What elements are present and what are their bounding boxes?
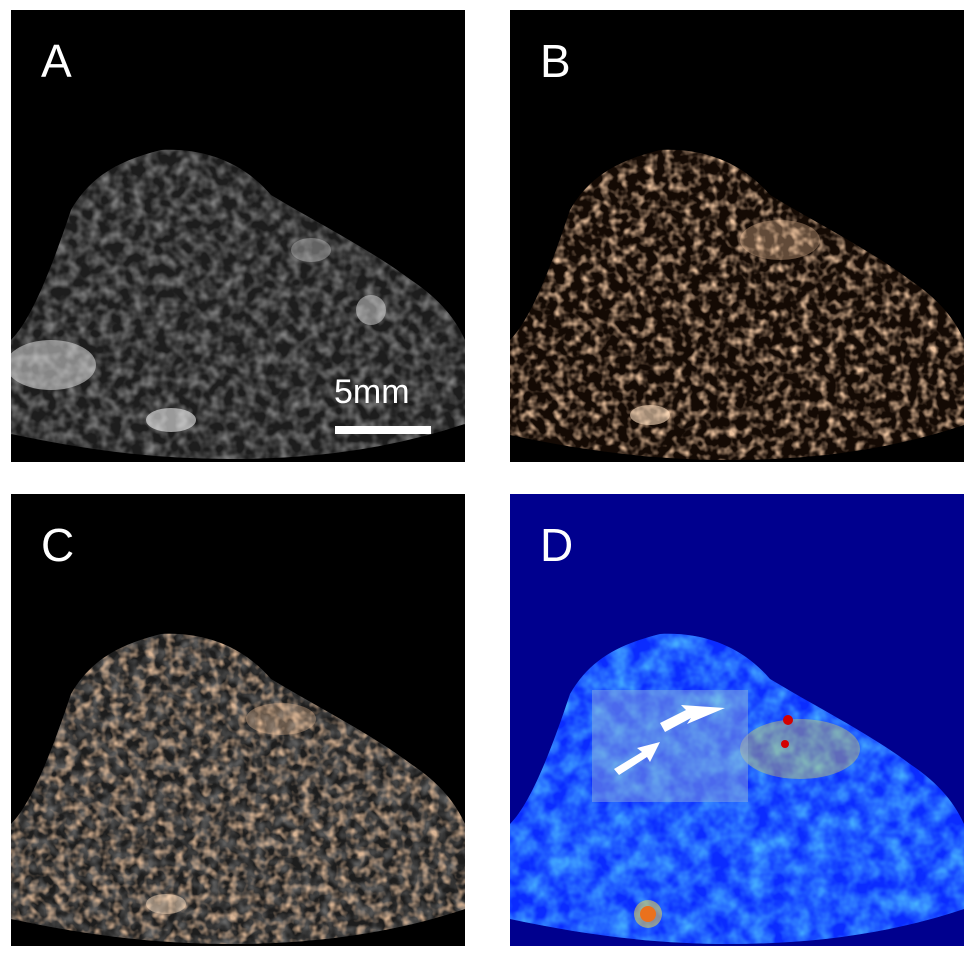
panel-b-image <box>510 10 964 462</box>
panel-d-label: D <box>540 519 574 571</box>
panel-d-image <box>510 494 964 946</box>
panel-b-label: B <box>540 35 571 87</box>
panel-c-image <box>11 494 465 946</box>
panel-d-jet: D <box>510 494 964 946</box>
highlight-box <box>592 690 748 802</box>
panel-a-grayscale: A 5mm <box>11 10 465 462</box>
panel-c-label: C <box>41 519 75 571</box>
arrow-icons <box>614 705 725 775</box>
scalebar-label: 5mm <box>334 373 410 411</box>
panel-a-label: A <box>41 35 72 87</box>
scalebar-line <box>335 426 431 434</box>
panel-b-copper: B <box>510 10 964 462</box>
panel-a-image <box>11 10 465 462</box>
panel-c-overlay: C <box>11 494 465 946</box>
